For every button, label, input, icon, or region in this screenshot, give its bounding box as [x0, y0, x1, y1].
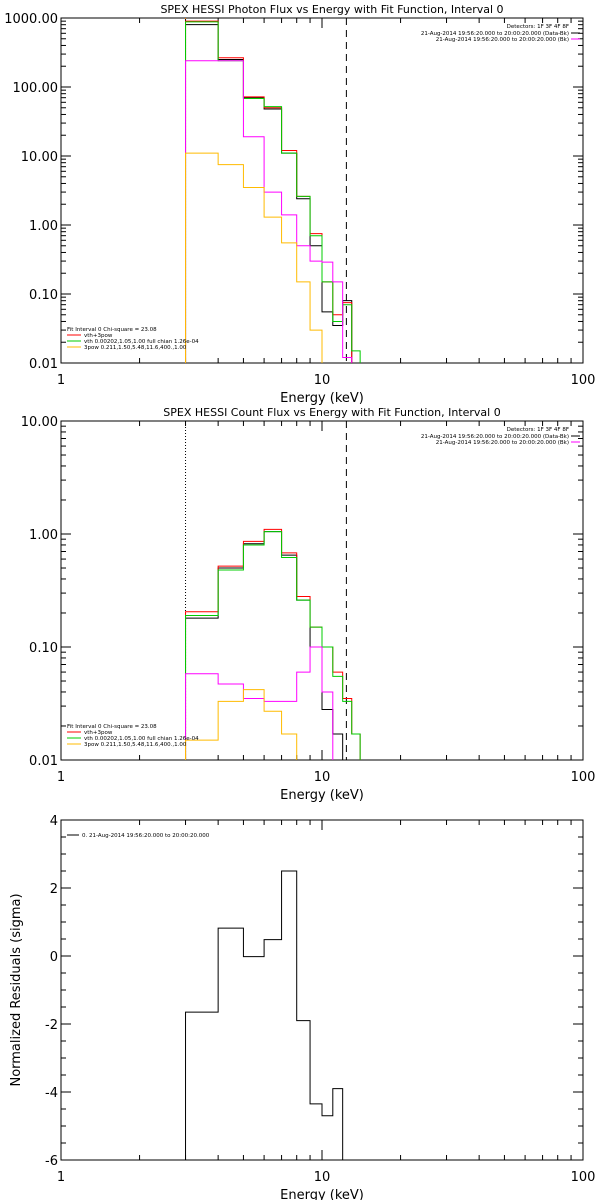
x-tick-label: 1 — [57, 1170, 65, 1185]
legend-fit-header: Fit Interval 0 Chi-square = 23.08 — [67, 724, 157, 730]
series-line-0-4 — [185, 152, 323, 363]
y-tick-label: 0.10 — [29, 288, 58, 303]
y-tick-label: 1.00 — [29, 219, 58, 234]
x-axis-label-2: Energy (keV) — [280, 1188, 364, 1200]
x-tick-label: 100 — [571, 1170, 596, 1185]
series-line-0-1 — [185, 20, 353, 363]
legend-left-item: 3pow 0.211,1.50,5.48,11.6,400.,1.00 — [84, 345, 187, 351]
y-tick-label: 0.10 — [29, 641, 58, 656]
y-tick-label: -6 — [45, 1154, 58, 1169]
x-tick-label: 1 — [57, 770, 65, 785]
legend-detectors: Detectors: 1F 3F 4F 8F — [507, 427, 569, 433]
legend-left-item: vth+3pow — [84, 730, 113, 736]
y-tick-label: 4 — [50, 814, 58, 829]
chart-title-1: SPEX HESSI Count Flux vs Energy with Fit… — [163, 406, 500, 419]
y-tick-label: 0.01 — [29, 357, 58, 372]
legend-left-item: 0. 21-Aug-2014 19:56:20.000 to 20:00:20.… — [82, 833, 210, 839]
legend-left-item: 3pow 0.211,1.50,5.48,11.6,400.,1.00 — [84, 742, 187, 748]
x-tick-label: 10 — [314, 373, 331, 388]
legend-left-item: vth+3pow — [84, 333, 113, 339]
legend-fit-header: Fit Interval 0 Chi-square = 23.08 — [67, 327, 157, 333]
legend-left-item: vth 0.00202,1.05,1.00 full chian 1.26e-0… — [84, 736, 199, 742]
y-tick-label: 10.00 — [21, 415, 58, 430]
series-line-0-0 — [185, 24, 353, 363]
series-line-0-2 — [185, 21, 361, 363]
series-line-1-0 — [185, 531, 344, 760]
y-tick-label: 1000.00 — [4, 12, 58, 27]
chart-title-0: SPEX HESSI Photon Flux vs Energy with Fi… — [160, 3, 503, 16]
x-tick-label: 1 — [57, 373, 65, 388]
y-tick-label: 10.00 — [21, 150, 58, 165]
y-tick-label: 1.00 — [29, 528, 58, 543]
x-axis-label-0: Energy (keV) — [280, 391, 364, 406]
y-tick-label: -4 — [45, 1086, 58, 1101]
y-tick-label: -2 — [45, 1018, 58, 1033]
x-tick-label: 10 — [314, 1170, 331, 1185]
series-line-1-1 — [185, 528, 361, 760]
legend-left-item: vth 0.00202,1.05,1.00 full chian 1.26e-0… — [84, 339, 199, 345]
x-axis-label-1: Energy (keV) — [280, 788, 364, 803]
x-tick-label: 10 — [314, 770, 331, 785]
x-tick-label: 100 — [571, 373, 596, 388]
x-tick-label: 100 — [571, 770, 596, 785]
y-tick-label: 100.00 — [13, 81, 59, 96]
y-axis-label-2: Normalized Residuals (sigma) — [9, 893, 24, 1086]
series-line-1-2 — [185, 531, 361, 760]
y-tick-label: 0.01 — [29, 754, 58, 769]
legend-right-item: 21-Aug-2014 19:56:20.000 to 20:00:20.000… — [436, 440, 569, 446]
series-line-2-0 — [185, 870, 344, 1160]
series-line-1-3 — [185, 646, 334, 760]
series-line-1-4 — [185, 689, 298, 760]
y-tick-label: 0 — [50, 950, 58, 965]
legend-right-item: 21-Aug-2014 19:56:20.000 to 20:00:20.000… — [421, 31, 569, 37]
y-tick-label: 2 — [50, 882, 58, 897]
legend-right-item: 21-Aug-2014 19:56:20.000 to 20:00:20.000… — [436, 37, 569, 43]
legend-detectors: Detectors: 1F 3F 4F 8F — [507, 24, 569, 30]
legend-right-item: 21-Aug-2014 19:56:20.000 to 20:00:20.000… — [421, 434, 569, 440]
